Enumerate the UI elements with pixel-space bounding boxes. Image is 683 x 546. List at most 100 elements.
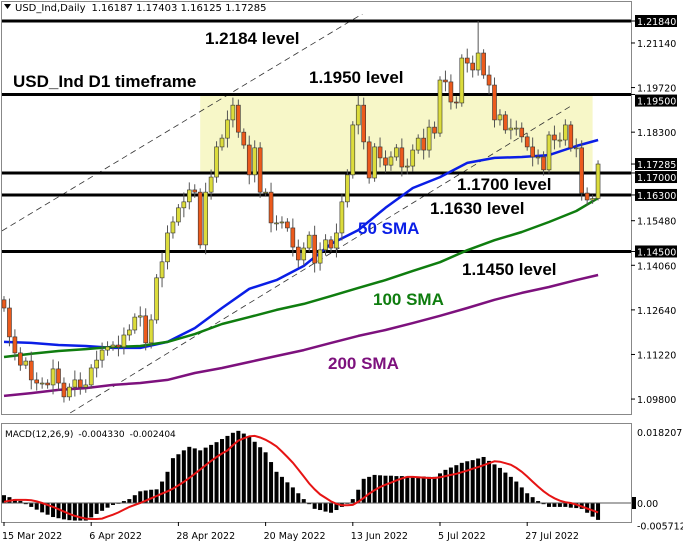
candle-body-bull: [595, 163, 601, 199]
candle: [170, 216, 176, 239]
candle-body-bear: [552, 134, 557, 141]
date-tick-label: 20 May 2022: [264, 531, 326, 542]
macd-histogram-bar: [132, 495, 137, 503]
candle-body-bull: [154, 277, 159, 321]
candle: [257, 142, 263, 198]
macd-histogram-bar: [83, 503, 88, 521]
macd-histogram-bar: [111, 503, 115, 505]
price-label-bg: [635, 188, 677, 201]
candle-body-bear: [34, 379, 40, 384]
candle: [99, 342, 105, 368]
candle-body-bear: [454, 101, 459, 104]
candle: [568, 121, 574, 152]
candle-body-bull: [546, 134, 552, 171]
candle-body-bull: [50, 368, 56, 386]
candle: [268, 182, 274, 233]
candle-body-bull: [317, 249, 323, 264]
macd-histogram-bar: [378, 475, 383, 503]
date-tick-label: 28 Apr 2022: [176, 531, 235, 542]
macd-histogram-bar: [405, 476, 410, 503]
price-tick-label: 1.19720: [637, 84, 676, 95]
macd-histogram-bar: [23, 503, 28, 505]
candle-body-bull: [410, 149, 416, 167]
candle-body-bear: [432, 126, 437, 134]
macd-histogram-bar: [225, 435, 230, 503]
candle-body-bull: [394, 147, 399, 158]
macd-zero-marker: [632, 497, 636, 509]
candle-body-bull: [301, 247, 307, 261]
horizontal-levels-layer: [2, 19, 631, 253]
macd-tick-label: 0.018207: [637, 428, 682, 439]
macd-histogram-bar: [541, 503, 546, 505]
candle-body-bear: [377, 146, 383, 159]
candle: [301, 242, 307, 266]
candle-body-bull: [203, 191, 208, 246]
candle-body-bull: [148, 319, 154, 344]
candle-body-bear: [366, 141, 372, 179]
candle-body-bull: [426, 126, 432, 151]
macd-histogram-bar: [307, 503, 312, 505]
candle: [28, 351, 34, 390]
candle-body-bear: [1, 299, 7, 309]
price-label-bg: [635, 158, 677, 171]
candle: [328, 236, 334, 252]
candle-body-bull: [263, 191, 268, 194]
chart-header: USD_Ind,Daily 1.16187 1.17403 1.16125 1.…: [4, 3, 266, 14]
macd-histogram-bar: [252, 441, 257, 503]
price-tick-label: 1.21840: [637, 17, 676, 28]
candle: [552, 125, 557, 150]
candle-body-bear: [443, 79, 448, 83]
candle-body-bull: [23, 360, 29, 366]
candle: [481, 49, 486, 79]
candle: [334, 223, 339, 258]
candle-body-bear: [568, 124, 574, 149]
candle-body-bull: [513, 127, 519, 130]
candle: [94, 350, 99, 378]
macd-histogram-bar: [181, 450, 186, 503]
candle-body-bull: [345, 174, 350, 203]
label-1-1630-level: 1.1630 level: [430, 199, 525, 218]
label-200-sma: 200 SMA: [328, 354, 399, 373]
candle-body-bear: [579, 147, 585, 194]
candle-body-bear: [290, 227, 296, 248]
candle-body-bear: [45, 382, 50, 386]
candle: [263, 188, 268, 196]
macd-histogram-bar: [383, 475, 388, 503]
candle-body-bear: [361, 104, 367, 143]
macd-histogram-bar: [394, 476, 399, 503]
candle-body-bear: [464, 57, 470, 64]
macd-histogram-bar: [143, 490, 148, 503]
candle-body-bear: [519, 127, 525, 138]
candle: [208, 169, 214, 200]
candle-body-bear: [241, 131, 247, 146]
candle: [426, 119, 432, 158]
candle: [584, 187, 590, 206]
candle-body-bear: [524, 136, 530, 148]
candle: [546, 131, 552, 174]
macd-histogram-bar: [388, 475, 393, 503]
triangle-down-icon[interactable]: [4, 4, 11, 9]
candle: [535, 149, 541, 165]
candle: [486, 65, 492, 95]
candle: [557, 132, 563, 148]
candle: [503, 111, 508, 134]
candle-body-bear: [246, 144, 252, 176]
candle-body-bull: [535, 156, 541, 159]
macd-histogram-bar: [263, 452, 268, 503]
macd-histogram-bar: [241, 433, 246, 503]
axis-layer: 1.21840 1.21140 1.19720 1.19500 1.18300 1.172…: [2, 15, 683, 542]
candle-body-bear: [470, 62, 476, 71]
candle: [530, 137, 535, 167]
macd-panel-frame: [1, 423, 632, 523]
macd-histogram-bar: [361, 478, 366, 503]
macd-histogram-bar: [465, 461, 470, 503]
candle-body-bear: [328, 239, 334, 249]
candle: [388, 151, 394, 171]
candle: [524, 133, 530, 151]
macd-histogram-bar: [121, 501, 126, 503]
candle-body-bull: [563, 124, 568, 141]
price-tick-label: 1.21140: [637, 39, 676, 50]
ohlc-readout: 1.16187 1.17403 1.16125 1.17285: [92, 3, 267, 14]
main-panel-frame: [1, 1, 632, 415]
